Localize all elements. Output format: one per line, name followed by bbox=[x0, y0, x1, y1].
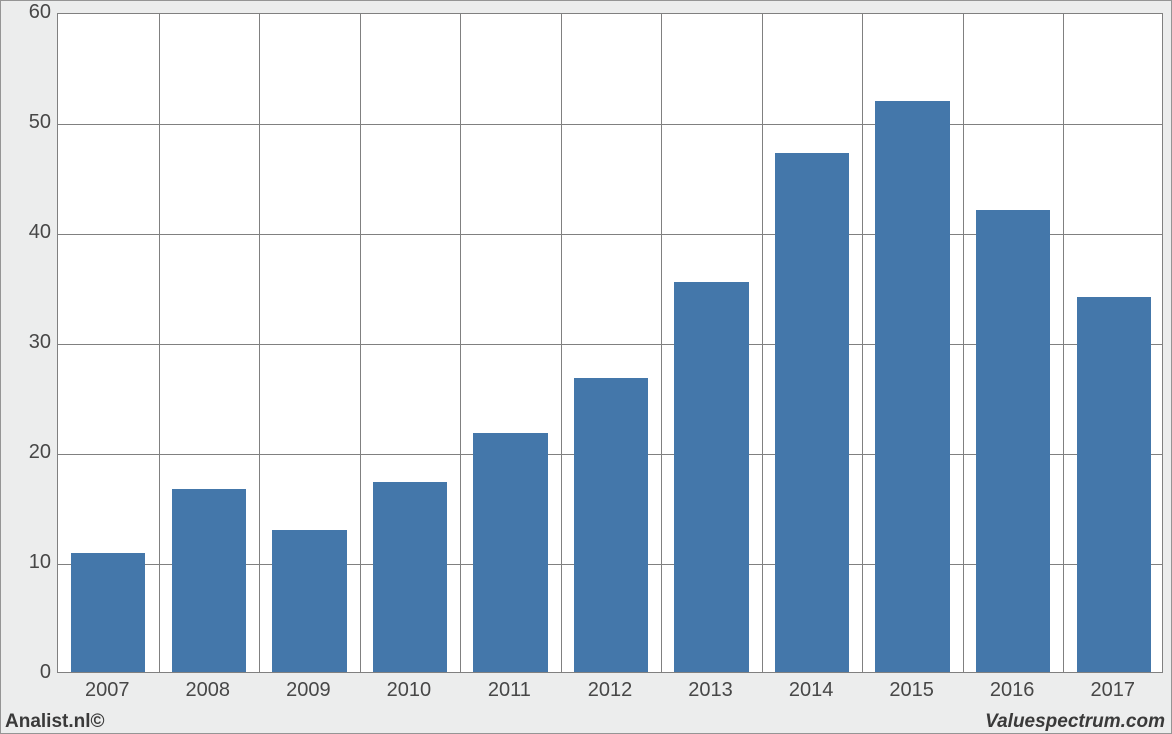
x-tick-label: 2007 bbox=[57, 679, 158, 702]
grid-line-vertical bbox=[1063, 14, 1064, 672]
bar bbox=[875, 101, 949, 672]
grid-line-horizontal bbox=[58, 124, 1162, 125]
bar bbox=[775, 153, 849, 672]
x-tick-label: 2011 bbox=[459, 679, 560, 702]
x-tick-label: 2009 bbox=[258, 679, 359, 702]
grid-line-vertical bbox=[561, 14, 562, 672]
bar bbox=[71, 553, 145, 672]
bar bbox=[172, 489, 246, 672]
y-tick-label: 20 bbox=[11, 441, 51, 464]
grid-line-vertical bbox=[159, 14, 160, 672]
bar bbox=[473, 433, 547, 672]
bar bbox=[373, 482, 447, 672]
x-tick-label: 2008 bbox=[158, 679, 259, 702]
bar bbox=[674, 282, 748, 673]
y-tick-label: 60 bbox=[11, 1, 51, 24]
chart-container: 0102030405060 20072008200920102011201220… bbox=[0, 0, 1172, 734]
footer-right: Valuespectrum.com bbox=[985, 711, 1165, 733]
x-tick-label: 2016 bbox=[962, 679, 1063, 702]
grid-line-vertical bbox=[661, 14, 662, 672]
y-tick-label: 10 bbox=[11, 551, 51, 574]
x-tick-label: 2014 bbox=[761, 679, 862, 702]
bar bbox=[272, 530, 346, 672]
grid-line-vertical bbox=[259, 14, 260, 672]
grid-line-vertical bbox=[762, 14, 763, 672]
y-tick-label: 0 bbox=[11, 661, 51, 684]
grid-line-vertical bbox=[862, 14, 863, 672]
bar bbox=[574, 378, 648, 672]
x-tick-label: 2013 bbox=[660, 679, 761, 702]
grid-line-vertical bbox=[460, 14, 461, 672]
bar bbox=[1077, 297, 1151, 672]
x-tick-label: 2010 bbox=[359, 679, 460, 702]
grid-line-vertical bbox=[360, 14, 361, 672]
y-tick-label: 50 bbox=[11, 111, 51, 134]
y-tick-label: 40 bbox=[11, 221, 51, 244]
x-tick-label: 2015 bbox=[861, 679, 962, 702]
x-tick-label: 2012 bbox=[560, 679, 661, 702]
grid-line-vertical bbox=[963, 14, 964, 672]
y-tick-label: 30 bbox=[11, 331, 51, 354]
footer-left: Analist.nl© bbox=[5, 711, 105, 733]
plot-area bbox=[57, 13, 1163, 673]
x-tick-label: 2017 bbox=[1062, 679, 1163, 702]
bar bbox=[976, 210, 1050, 672]
